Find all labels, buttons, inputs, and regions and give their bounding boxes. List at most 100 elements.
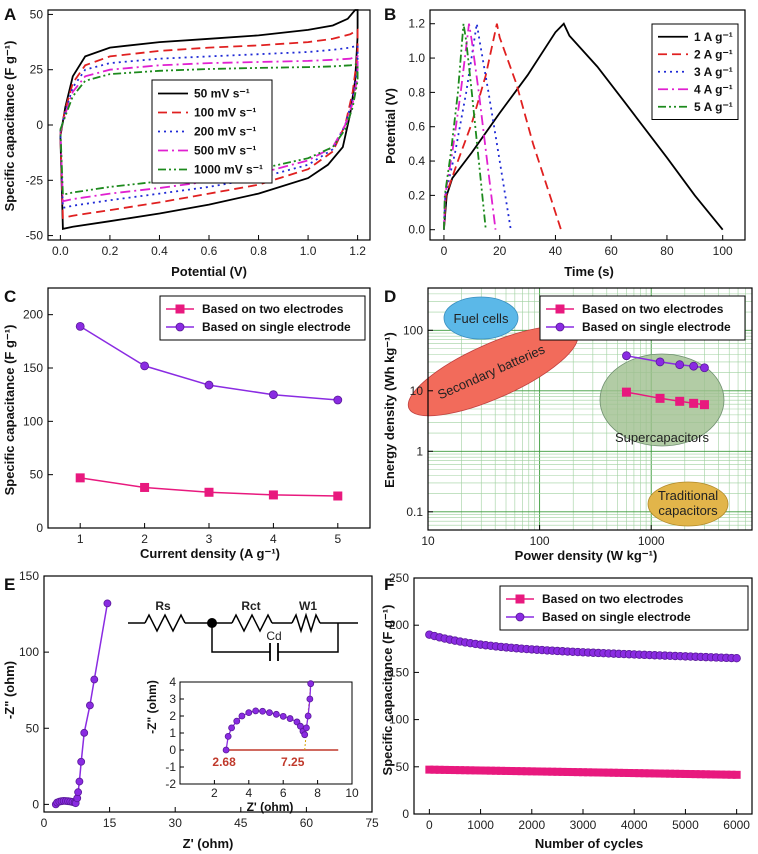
panel-d-legend-marker [555,304,565,314]
panel-e-data-point [77,757,86,766]
panel-e-ylabel: -Z" (ohm) [2,661,17,719]
panel-b-ytick-label: 0.4 [408,154,425,168]
panel-d-data-point [675,360,685,370]
panel-a-plot: 0.0 0.2 0.4 0.6 0.8 1.0 1.2 -50 -25 0 25 50 50 mV s⁻… [26,7,371,258]
panel-f-legend-marker [515,612,525,622]
panel-c-xtick-label: 3 [206,532,213,546]
panel-e-inset-data-point [222,746,230,754]
panel-b-ytick-label: 0.2 [408,188,425,202]
panel-c-ytick-label: 150 [23,361,43,375]
panel-c-ytick-label: 100 [23,414,43,428]
panel-c-xlabel: Current density (A g⁻¹) [140,546,280,561]
panel-e-inset-data-point [304,712,312,720]
panel-a-xtick-label: 1.2 [349,244,366,258]
panel-d-xtick-label: 10 [421,534,435,548]
panel-d-data-point [655,357,665,367]
panel-e-inset-data-point [245,709,253,716]
panel-e-inset-frame [179,681,353,785]
panel-e-xtick-label: 60 [300,816,314,830]
panel-b-plot: 0 20 40 60 80 100 0.0 0.2 0.4 0.6 0.8 1.0 1.2 1 A g⁻¹… [408,9,746,258]
panel-f-letter: F [384,575,394,594]
panel-e-inset-xtick-label: 4 [245,786,252,800]
panel-c-ytick-label: 200 [23,308,43,322]
panel-b-xlabel: Time (s) [564,264,614,279]
panel-b-legend-label: 3 A g⁻¹ [694,65,733,79]
panel-d-region-fuel-cells [443,296,519,340]
panel-b-ytick-label: 0.0 [408,223,425,237]
panel-e-inset-ylabel: -Z" (ohm) [145,680,159,734]
panel-e-inset-annotation: 7.25 [281,755,305,769]
panel-d-xtick-label: 100 [530,534,550,548]
panel-e-circuit: Rs Rct W1 Cd [128,599,358,661]
panel-e-inset-data-point [252,707,260,715]
panel-b-xtick-label: 20 [493,244,507,258]
panel-f-xlabel: Number of cycles [535,836,643,851]
panel-d-ylabel: Energy density (Wh kg⁻¹) [382,332,397,488]
panel-b-series-line [443,23,497,230]
panel-b-legend-label: 5 A g⁻¹ [694,100,733,114]
panel-e-inset-xtick-label: 2 [211,786,218,800]
panel-b-legend-label: 2 A g⁻¹ [694,47,733,61]
panel-d-ytick-label: 0.1 [406,505,423,519]
panel-e-data-point [103,599,112,608]
panel-c-data-point [140,482,150,492]
panel-a-ylabel: Specific capacitance (F g⁻¹) [2,41,17,212]
panel-d-data-point [700,363,709,373]
panel-d-region-label: Supercapacitors [615,430,709,445]
panel-c-data-point [204,380,214,390]
panel-e-inset-data-point [228,724,236,732]
panel-e-inset-data-point [238,712,246,720]
panel-a-series-line [59,63,359,196]
panel-e-xtick-label: 75 [365,816,379,830]
panel-e-inset-data-point [279,712,287,720]
panel-f-xtick-label: 3000 [570,818,597,832]
panel-e-inset-xtick-label: 6 [280,786,287,800]
panel-e-inset-ytick-label: 1 [169,726,176,740]
panel-b-legend-box [651,23,739,120]
panel-f-legend-box [499,585,749,631]
circuit-wire [211,623,270,653]
panel-f: F 0 1000 2000 3000 4000 5000 6000 0 50 100 150 200 2… [380,571,753,851]
panel-e-letter: E [4,575,15,594]
panel-e-inset-ytick-label: 0 [169,743,176,757]
panel-b-xtick-label: 0 [441,244,448,258]
panel-e-inset-ytick-label: -1 [165,760,176,774]
panel-d-data-point [699,400,709,410]
panel-c-legend-box [159,295,366,341]
panel-e-inset: 2 4 6 8 10 -2 -1 0 1 2 3 4 2.68 7.25 Z' (ohm) -Z" (ohm) [145,675,359,814]
panel-e-plot: 0 15 30 45 60 75 0 50 100 150 Rs Rct W1 Cd 2 4 6 8 10 -2 -1 0… [19,569,379,830]
panel-a-ytick-label: 25 [30,63,44,77]
panel-e-inset-ytick-label: -2 [165,777,176,791]
panel-c-legend-marker [175,322,185,332]
panel-c-data-point [75,321,85,331]
panel-a-xtick-label: 0.2 [102,244,119,258]
panel-f-legend-marker [515,594,525,604]
panel-c-xtick-label: 1 [77,532,84,546]
panel-e-inset-annotation: 2.68 [212,755,236,769]
panel-d-ytick-label: 10 [410,384,424,398]
panel-e-ytick-label: 50 [26,721,40,735]
panel-e-inset-xlabel: Z' (ohm) [247,800,294,814]
panel-e-data-point [80,728,89,737]
circuit-label-rct: Rct [241,599,260,613]
panel-c-data-point [268,390,278,400]
panel-f-ytick-label: 200 [389,618,409,632]
panel-e-ytick-label: 150 [19,569,39,583]
panel-d-data-point [689,361,699,371]
panel-d-ytick-label: 100 [403,323,423,337]
panel-a-xlabel: Potential (V) [171,264,247,279]
panel-d-data-point [675,396,685,406]
panel-a-xtick-label: 0.8 [250,244,267,258]
panel-b-series-line [443,22,724,231]
panel-a-ytick-label: -50 [26,229,44,243]
panel-f-xtick-label: 1000 [467,818,494,832]
panel-d-region-label: Fuel cells [454,311,509,326]
panel-b-series-line [443,23,562,230]
panel-e-inset-data-point [307,680,315,688]
panel-b-ylabel: Potential (V) [383,88,398,164]
circuit-resistor-rs [144,613,186,633]
panel-c-letter: C [4,287,16,306]
panel-a-ytick-label: 50 [30,7,44,21]
